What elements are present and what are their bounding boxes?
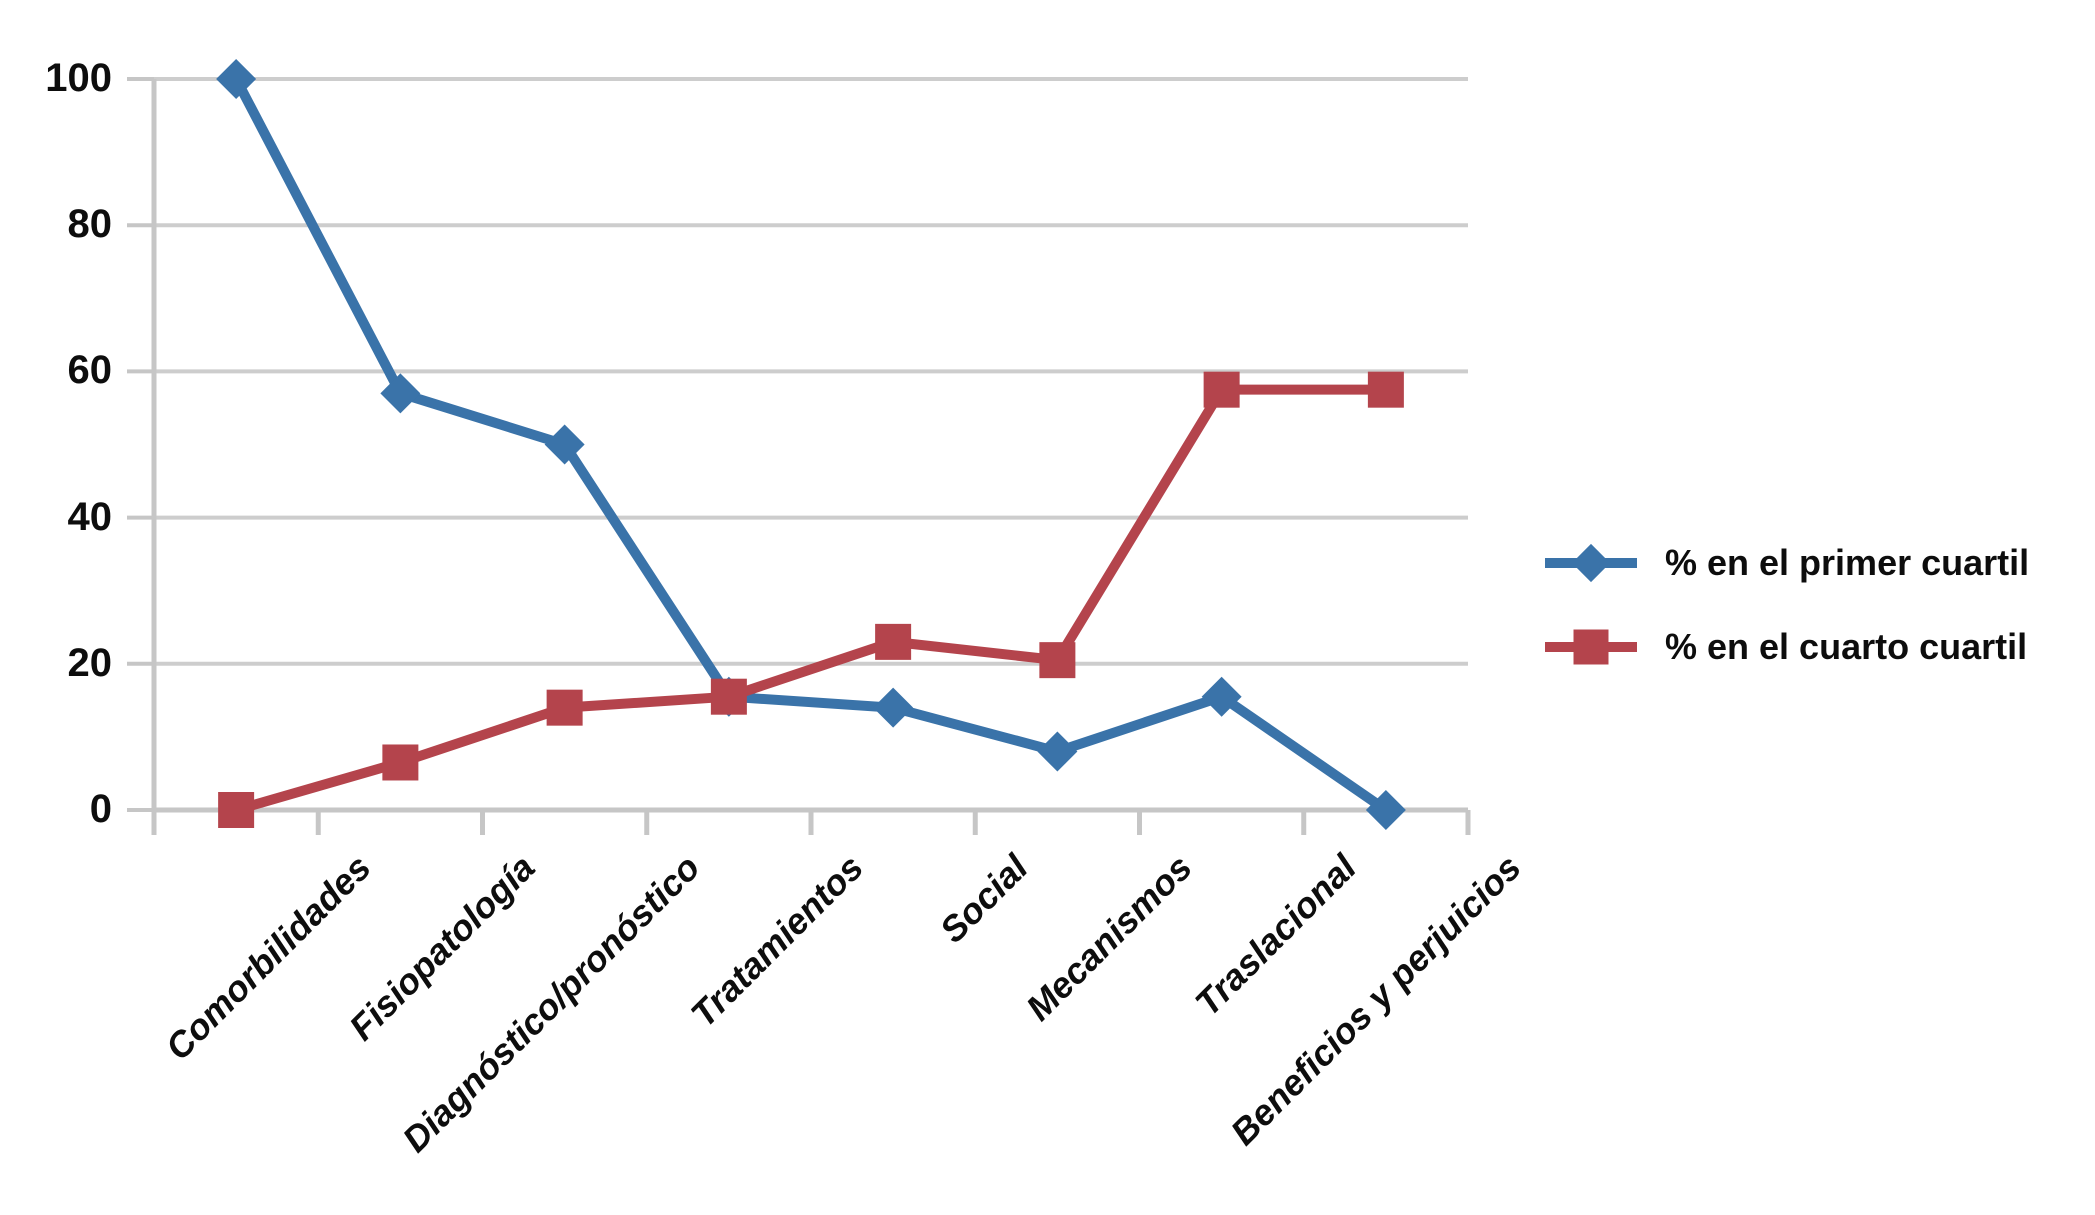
y-tick-label: 40 <box>67 494 113 539</box>
data-point-square <box>218 792 255 828</box>
data-point-square <box>1367 371 1404 408</box>
data-point-square <box>710 678 747 715</box>
legend-sample-primer-cuartil <box>1545 535 1637 591</box>
diamond-marker-icon <box>1571 543 1611 583</box>
legend-sample-cuarto-cuartil <box>1545 619 1637 675</box>
y-tick-label: 100 <box>45 56 112 101</box>
y-tick-label: 20 <box>67 640 113 685</box>
data-point-diamond <box>216 59 257 99</box>
data-point-diamond <box>1201 676 1242 717</box>
series-line-primer-cuartil <box>231 76 1389 815</box>
legend-label-cuarto-cuartil: % en el cuarto cuartil <box>1665 626 2028 667</box>
data-point-diamond <box>1037 731 1078 772</box>
data-point-square <box>875 623 912 660</box>
data-point-diamond <box>1365 790 1406 830</box>
legend-item-cuarto-cuartil: % en el cuarto cuartil <box>1545 619 2027 675</box>
y-tick-label: 80 <box>67 202 113 247</box>
data-point-square <box>382 744 419 781</box>
legend-label-primer-cuartil: % en el primer cuartil <box>1665 542 2030 583</box>
square-marker-icon <box>1573 629 1609 665</box>
legend-item-primer-cuartil: % en el primer cuartil <box>1545 535 2029 591</box>
y-tick-label: 60 <box>67 348 113 393</box>
data-point-diamond <box>873 687 914 728</box>
y-tick-label: 0 <box>89 787 112 832</box>
data-point-diamond <box>544 424 585 465</box>
data-point-square <box>1039 642 1076 679</box>
series-line-cuarto-cuartil <box>234 384 1386 815</box>
data-point-square <box>546 689 583 726</box>
data-point-diamond <box>380 373 421 414</box>
data-point-square <box>1203 371 1240 408</box>
